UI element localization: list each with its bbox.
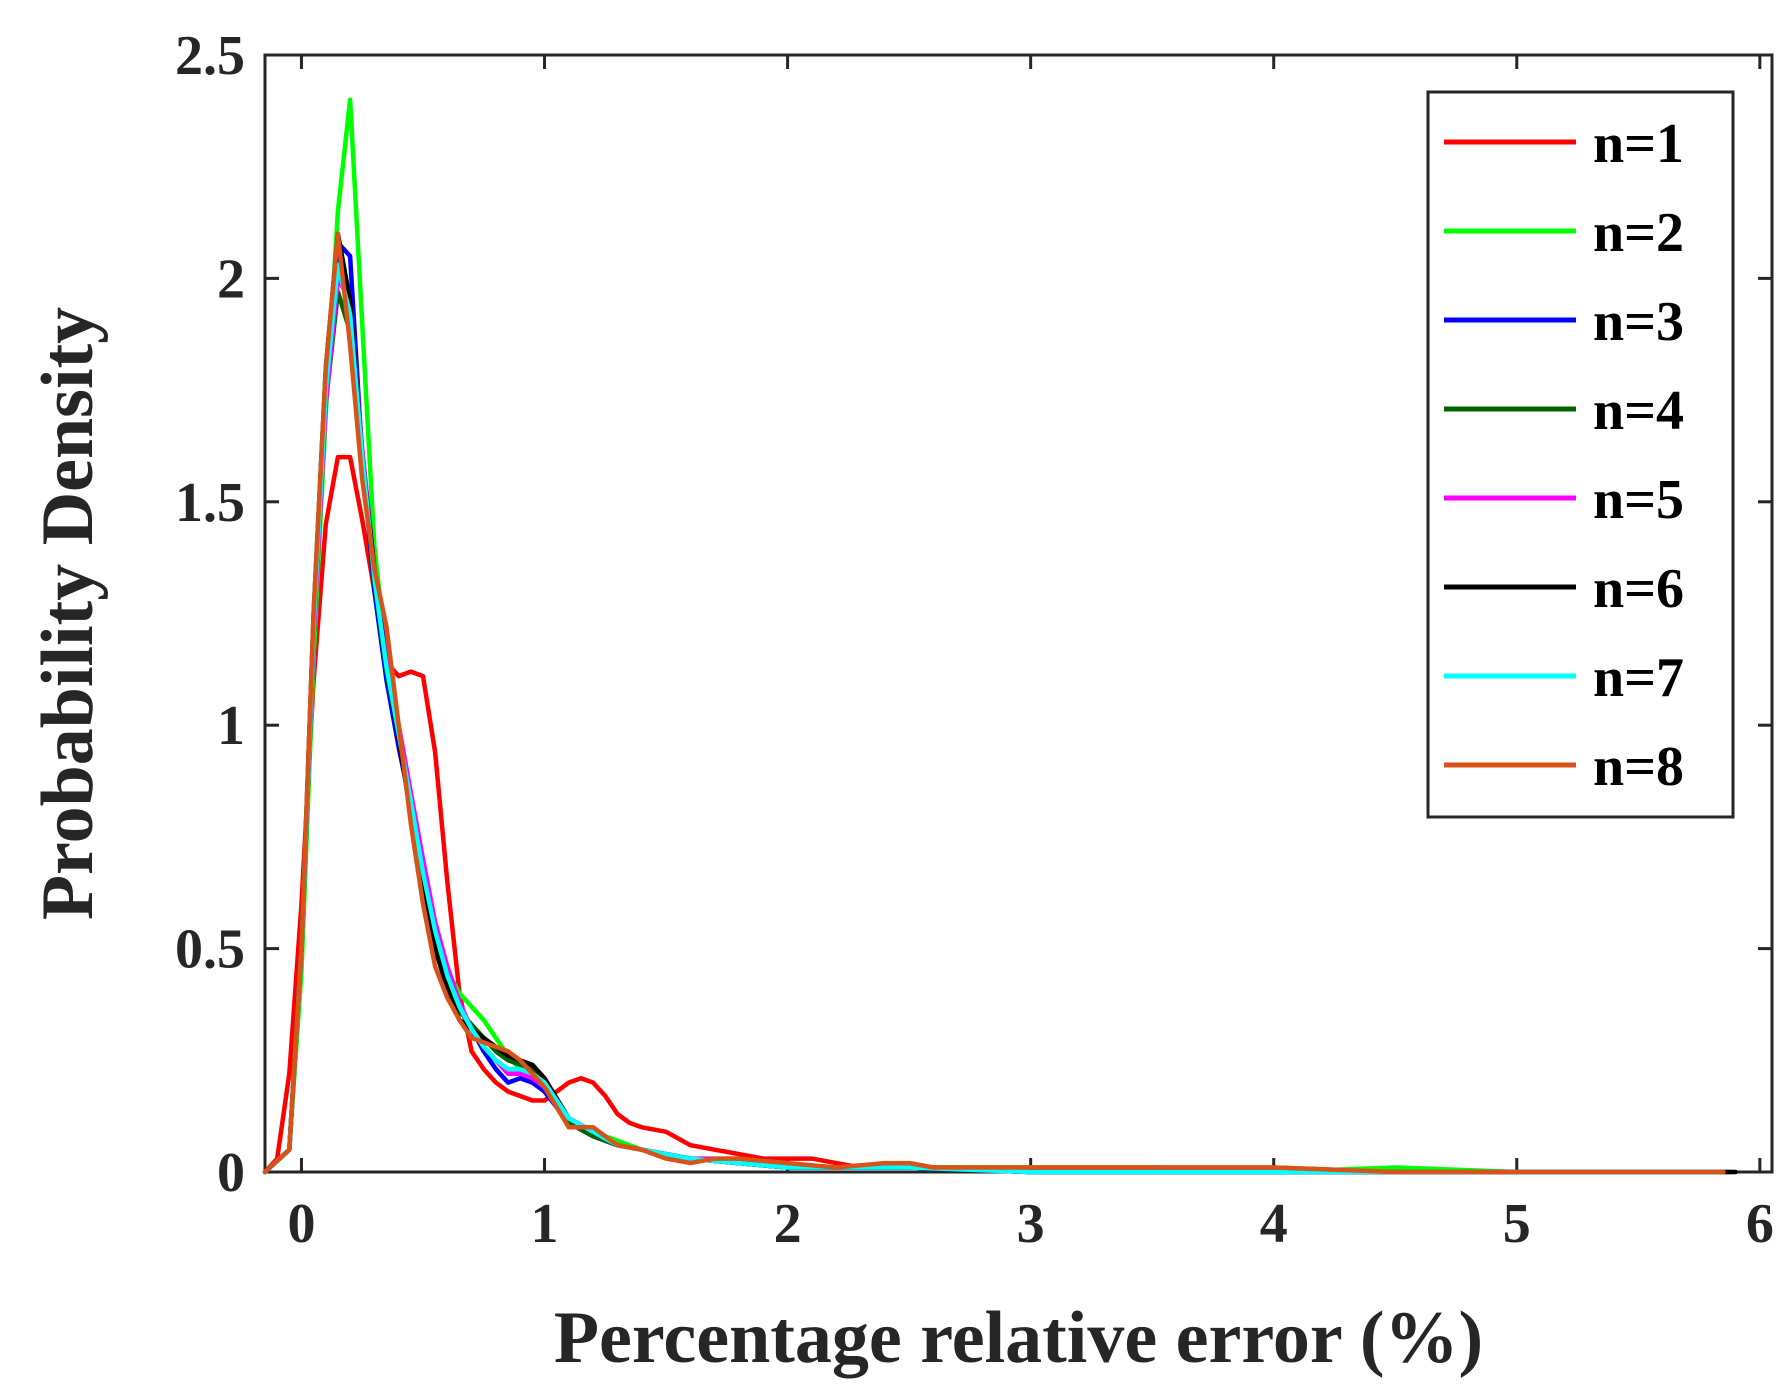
y-axis-ticks	[265, 53, 1772, 1174]
x-tick-label: 6	[1746, 1193, 1774, 1255]
x-tick-label: 4	[1260, 1193, 1288, 1255]
legend-label: n=2	[1593, 202, 1684, 264]
y-axis-tick-labels: 0 0.5 1 1.5 2 2.5	[175, 25, 245, 1204]
series-line-n7	[262, 262, 1726, 1175]
series-line-n8	[262, 231, 1726, 1175]
legend-item: n=4	[1444, 380, 1684, 442]
x-tick-label: 1	[531, 1193, 559, 1255]
y-tick-label: 0	[217, 1142, 245, 1204]
legend-item: n=7	[1444, 647, 1684, 709]
y-tick-label: 1	[217, 695, 245, 757]
legend-item: n=1	[1444, 113, 1684, 175]
legend-box	[1426, 90, 1735, 819]
legend-label: n=3	[1593, 291, 1684, 353]
legend-label: n=4	[1593, 380, 1684, 442]
y-tick-label: 1.5	[175, 472, 245, 534]
y-axis-label: Probability Density	[27, 307, 109, 920]
x-axis-ticks	[299, 55, 1762, 1172]
y-tick-label: 0.5	[175, 919, 245, 981]
legend-item: n=3	[1444, 291, 1684, 353]
legend-label: n=1	[1593, 113, 1684, 175]
legend: n=1 n=2 n=3 n=4 n=5 n=6 n=7 n=8	[1426, 90, 1735, 819]
legend-items: n=1 n=2 n=3 n=4 n=5 n=6 n=7 n=8	[1444, 113, 1684, 798]
x-axis-tick-labels: 0 1 2 3 4 5 6	[287, 1193, 1773, 1255]
legend-label: n=8	[1593, 736, 1684, 798]
x-tick-label: 3	[1017, 1193, 1045, 1255]
legend-label: n=7	[1593, 647, 1684, 709]
legend-label: n=5	[1593, 469, 1684, 531]
y-tick-label: 2	[217, 248, 245, 310]
legend-item: n=2	[1444, 202, 1684, 264]
x-axis-label: Percentage relative error (%)	[554, 1297, 1483, 1379]
series-lines	[262, 97, 1738, 1175]
x-tick-label: 5	[1503, 1193, 1531, 1255]
legend-item: n=8	[1444, 736, 1684, 798]
legend-item: n=6	[1444, 558, 1684, 620]
legend-item: n=5	[1444, 469, 1684, 531]
legend-label: n=6	[1593, 558, 1684, 620]
y-tick-label: 2.5	[175, 25, 245, 87]
x-tick-label: 0	[287, 1193, 315, 1255]
x-tick-label: 2	[774, 1193, 802, 1255]
